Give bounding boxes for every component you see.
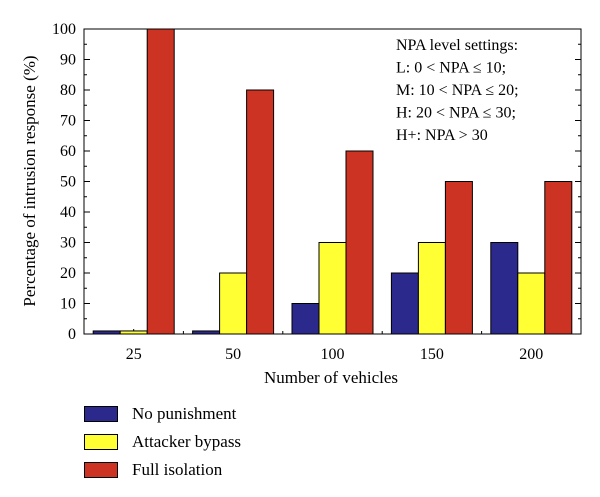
bar-full-isolation	[345, 150, 374, 335]
x-tick-label: 150	[420, 346, 444, 363]
x-tick-label: 50	[225, 346, 241, 363]
y-tick-label: 50	[60, 174, 76, 191]
legend-swatch-no-punishment	[84, 406, 118, 422]
bar-no-punishment	[490, 242, 519, 335]
legend-swatch-attacker-bypass	[84, 434, 118, 450]
y-tick-label: 20	[60, 265, 76, 282]
y-tick-label: 90	[60, 52, 76, 69]
legend-label: Attacker bypass	[132, 432, 242, 451]
bars	[92, 28, 573, 335]
x-tick-label: 25	[126, 346, 142, 363]
annotation-line: H: 20 < NPA ≤ 30;	[396, 105, 516, 122]
bar-full-isolation	[544, 181, 573, 335]
bar-attacker-bypass	[417, 242, 446, 335]
x-tick-label: 100	[321, 346, 345, 363]
x-tick-label: 200	[519, 346, 543, 363]
y-tick-label: 30	[60, 235, 76, 252]
legend-item: Full isolation	[84, 456, 241, 484]
legend-label: No punishment	[132, 404, 237, 423]
annotation-line: H+: NPA > 30	[396, 127, 488, 144]
y-tick-label: 70	[60, 113, 76, 130]
bar-attacker-bypass	[318, 242, 347, 335]
y-tick-label: 100	[52, 21, 76, 38]
annotation-line: M: 10 < NPA ≤ 20;	[396, 82, 519, 99]
bar-chart: 0 10 20 30 40 50 60 70 80 90 100 25 50 100 150 200 NPA…	[20, 21, 582, 387]
bar-no-punishment	[390, 272, 419, 335]
y-tick-label: 10	[60, 296, 76, 313]
y-axis-label: Percentage of intrusion response (%)	[20, 55, 39, 306]
y-tick-label: 40	[60, 204, 76, 221]
bar-full-isolation	[444, 181, 473, 335]
y-tick-label: 80	[60, 82, 76, 99]
bar-no-punishment	[192, 330, 221, 335]
bar-no-punishment	[291, 303, 320, 335]
x-axis-label: Number of vehicles	[264, 368, 398, 387]
y-axis: 0 10 20 30 40 50 60 70 80 90 100	[52, 21, 581, 343]
annotation-line: NPA level settings:	[396, 37, 518, 54]
npa-annotation: NPA level settings: L: 0 < NPA ≤ 10; M: 10…	[396, 37, 519, 144]
bar-full-isolation	[146, 28, 175, 335]
bar-full-isolation	[246, 89, 275, 335]
legend-swatch-full-isolation	[84, 462, 118, 478]
legend-label: Full isolation	[132, 460, 223, 479]
bar-attacker-bypass	[517, 272, 546, 335]
y-tick-label: 60	[60, 143, 76, 160]
legend-item: Attacker bypass	[84, 428, 241, 456]
bar-attacker-bypass	[119, 330, 148, 335]
y-tick-label: 0	[68, 326, 76, 343]
bar-no-punishment	[92, 330, 121, 335]
legend: No punishment Attacker bypass Full isola…	[84, 400, 241, 484]
bar-attacker-bypass	[219, 272, 248, 335]
annotation-line: L: 0 < NPA ≤ 10;	[396, 60, 506, 77]
x-axis: 25 50 100 150 200	[126, 329, 543, 363]
legend-item: No punishment	[84, 400, 241, 428]
